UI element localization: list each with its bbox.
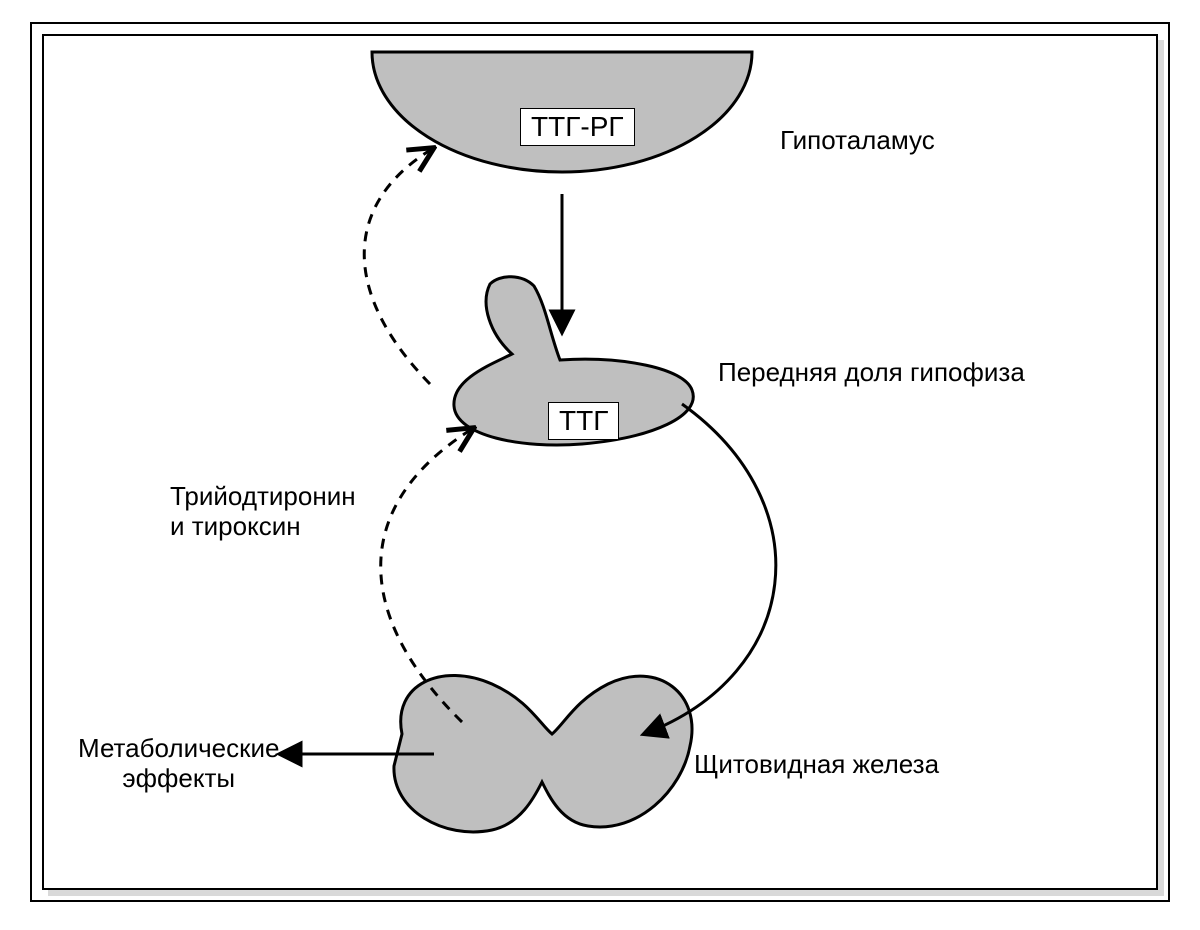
label-t3t4: Трийодтиронин и тироксин [170, 482, 356, 542]
label-hypothalamus: Гипоталамус [780, 126, 935, 156]
edge-feedback-to-hyp [364, 149, 432, 384]
thyroid-node [394, 675, 692, 831]
hormone-box-ttg: ТТГ [548, 402, 619, 440]
label-metabolic: Метаболические эффекты [78, 734, 279, 794]
label-pituitary: Передняя доля гипофиза [718, 358, 1025, 388]
hormone-box-ttg-rg: ТТГ-РГ [520, 108, 635, 146]
label-thyroid: Щитовидная железа [694, 750, 939, 780]
